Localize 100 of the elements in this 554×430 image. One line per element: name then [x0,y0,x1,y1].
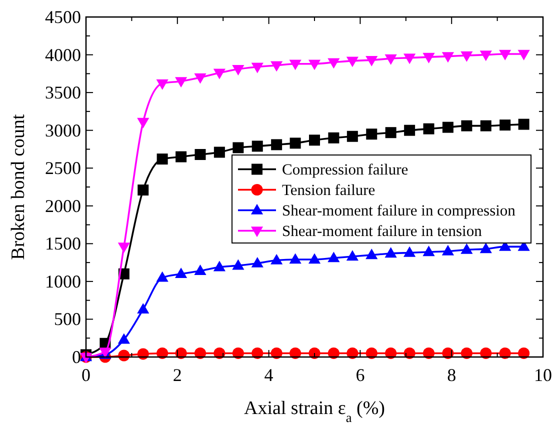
y-tick-label: 500 [54,309,81,330]
point [156,347,168,359]
point [460,243,473,254]
point [442,52,454,63]
point [270,347,282,359]
point [422,52,435,64]
point [480,120,492,132]
point [385,347,397,359]
point [213,260,226,272]
point [499,50,512,60]
point [346,250,358,261]
point [308,347,320,359]
point [213,68,226,80]
point [346,56,358,68]
point [328,58,340,69]
point [214,347,226,359]
y-tick-label: 2500 [45,158,81,178]
y-tick-label: 1000 [45,271,81,292]
point [328,347,340,359]
point [460,51,473,62]
point [194,149,206,160]
point [156,79,168,90]
y-tick-label: 4000 [45,44,81,65]
point [404,54,416,64]
point [290,138,301,149]
point [232,347,244,359]
point [252,140,263,152]
point [270,61,283,72]
y-tick-label: 3500 [45,82,81,103]
point [384,247,397,258]
point [251,62,264,74]
point [518,118,530,130]
point [176,151,187,162]
x-axis-title: Axial strain ε$_{a}$ (%) [244,398,386,424]
point [194,73,206,84]
point [442,122,454,133]
point [137,118,150,128]
x-tick-label: 10 [534,365,552,385]
point [232,259,244,270]
point [137,303,150,314]
point [251,256,264,268]
x-tick-label: 2 [172,365,182,385]
point [385,127,396,138]
point [194,347,206,359]
y-tick-label: 0 [72,347,81,367]
point [422,246,435,256]
point [518,50,530,60]
point [480,242,492,254]
point [270,254,283,264]
point [328,132,340,144]
point [461,120,472,132]
point [175,77,188,88]
point [309,134,320,146]
point [289,253,302,264]
x-tick-label: 6 [356,365,365,385]
point [175,268,188,278]
y-tick-label: 1500 [45,234,81,254]
point [328,252,340,262]
y-tick-label: 2000 [45,196,81,216]
point [346,130,358,142]
point [499,347,511,359]
point [460,347,472,359]
point [404,246,416,257]
point [138,184,149,196]
point [404,347,416,359]
point [518,347,530,359]
point [422,347,435,359]
legend-label: Shear-moment failure in tension [282,222,482,240]
legend-label: Shear-moment failure in compression [282,202,516,220]
x-tick-label: 4 [264,365,274,385]
x-tick-label: 8 [447,365,456,385]
point [252,347,264,359]
point [271,139,282,150]
y-tick-label: 4500 [45,7,81,27]
point [442,244,454,256]
point [118,333,130,344]
point [232,142,244,154]
point [366,347,378,359]
point [156,271,168,282]
point [194,264,206,275]
point [156,154,168,165]
point [480,50,492,62]
point [423,123,434,134]
point [366,56,378,66]
point [308,60,321,70]
y-tick-label: 3000 [45,120,81,140]
legend-label: Compression failure [282,161,408,178]
legend-label: Tension failure [282,182,376,199]
point [290,347,302,359]
point [308,253,321,264]
point [346,347,358,359]
point [366,248,378,260]
point [137,348,149,360]
point [480,347,492,359]
point [214,146,225,158]
point [289,60,302,70]
point [404,124,416,136]
point [384,54,397,65]
y-axis-title: Broken bond count [8,113,29,260]
point [232,65,244,76]
